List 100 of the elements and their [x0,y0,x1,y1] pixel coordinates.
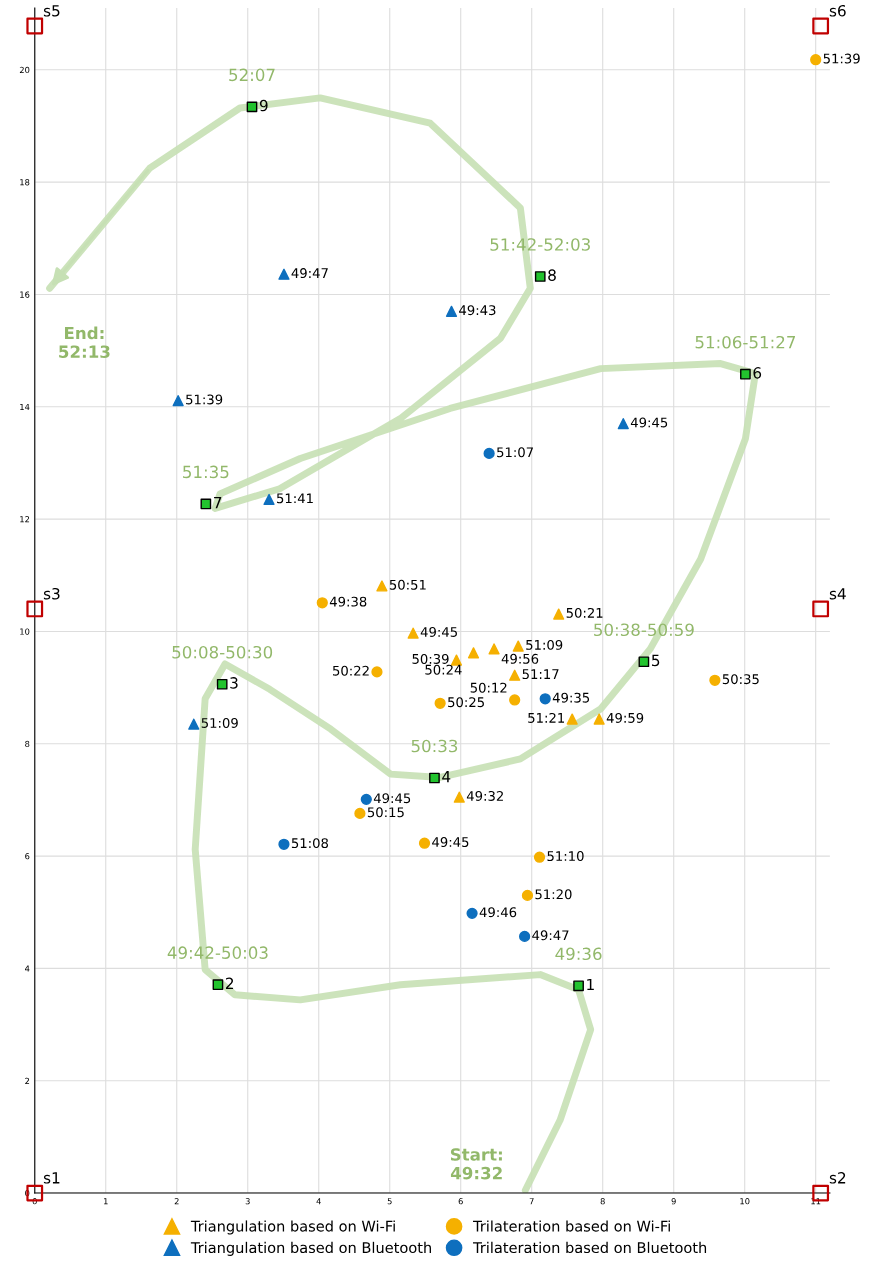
x-tick-label: 3 [245,1198,250,1205]
annotation: 9 [259,99,268,112]
point [488,643,500,655]
annotation: 8 [548,269,556,281]
annotation: 49:47 [291,268,328,279]
annotation: Start: 49:32 [450,1148,502,1180]
x-tick-label: 2 [174,1198,179,1205]
legend-label: Trilateration based on Wi-Fi [473,1220,670,1232]
annotation: 49:59 [606,712,644,723]
point [740,368,751,380]
annotation: 51:09 [526,639,563,650]
annotation: 50:08-50:30 [172,645,273,659]
annotation: 51:39 [823,53,860,64]
annotation: 50:12 [470,682,507,693]
point [467,647,480,659]
point [534,271,546,282]
annotation: 51:07 [497,447,533,458]
point [354,807,366,820]
annotation: 50:51 [389,579,426,590]
point [371,666,383,678]
point [593,713,605,725]
annotation: 52:07 [229,68,275,82]
annotation: 50:22 [333,665,369,676]
annotation: 50:39 [412,653,449,664]
point [617,418,629,430]
annotation: 51:21 [528,712,565,723]
annotation: 50:21 [566,607,603,618]
point [263,493,275,506]
point [216,678,228,690]
annotation: 49:56 [501,653,539,664]
point [429,772,440,784]
point [512,640,524,652]
point [212,979,224,991]
point [483,447,495,460]
annotation: End: 52:13 [59,326,110,359]
annotation: 51:42-52:03 [490,238,590,251]
point [810,54,822,66]
annotation: 50:24 [425,664,462,675]
annotation: 49:32 [466,790,503,801]
y-tick-label: 6 [25,853,30,860]
annotation: s4 [829,588,846,600]
annotation: 49:42-50:03 [167,946,268,959]
point [553,608,565,620]
point [26,600,44,618]
annotation: s3 [43,587,60,600]
point [26,17,44,35]
annotation: s2 [829,1172,846,1184]
annotation: 5 [652,654,660,667]
point [316,597,328,609]
point [418,837,431,849]
x-tick-label: 1 [104,1198,108,1205]
x-tick-label: 5 [387,1198,392,1205]
x-tick-label: 8 [600,1198,605,1205]
annotation: 51:35 [183,465,229,479]
legend-label: Triangulation based on Wi-Fi [190,1220,395,1235]
annotation: 49:43 [459,305,496,316]
y-tick-label: 20 [19,66,30,74]
point [376,580,388,592]
point [573,980,584,992]
point [188,718,200,730]
annotation: 7 [214,497,222,509]
point [453,791,465,803]
x-tick-label: 7 [529,1198,534,1205]
annotation: 50:35 [722,674,759,685]
point [812,17,830,35]
annotation: s1 [43,1172,60,1184]
point [566,713,578,725]
x-tick-label: 9 [671,1198,676,1205]
annotation: 50:33 [411,739,458,753]
annotation: 1 [587,978,594,991]
annotation: 51:09 [201,717,238,728]
y-tick-label: 8 [25,740,30,748]
annotation: s5 [43,5,60,17]
point [519,930,531,943]
annotation: 51:39 [186,394,223,405]
annotation: s6 [829,5,846,17]
point [278,268,290,280]
point [278,838,290,850]
y-tick-label: 12 [20,516,30,523]
point [533,851,546,863]
annotation: 3 [230,677,238,689]
annotation: 49:46 [479,907,517,918]
point [466,907,478,919]
y-tick-label: 4 [25,965,30,972]
annotation: 51:17 [522,669,559,680]
annotation: 49:45 [373,793,411,804]
annotation: 4 [442,771,451,783]
annotation: 50:15 [367,807,404,818]
point [521,889,534,902]
annotation: 49:47 [532,930,569,941]
x-tick-label: 6 [458,1198,463,1205]
point [445,305,458,317]
annotation: 49:45 [630,417,668,428]
point [407,627,419,639]
annotation: 49:38 [329,596,367,607]
annotation: 49:36 [555,947,602,961]
point [539,693,551,705]
annotation: 49:35 [552,692,590,703]
annotation: 51:20 [535,889,572,900]
y-tick-label: 10 [20,628,30,635]
